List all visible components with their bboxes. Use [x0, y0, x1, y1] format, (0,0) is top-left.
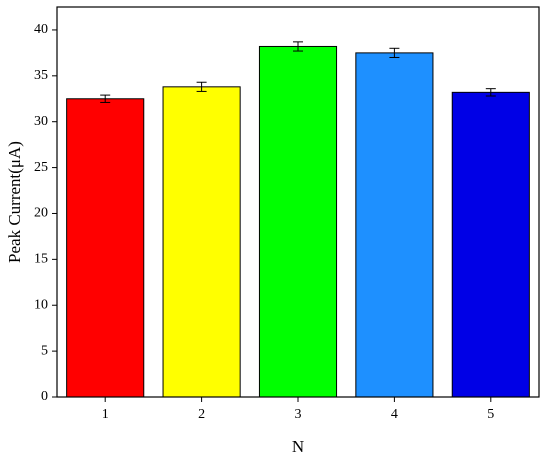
x-tick-label: 5: [487, 407, 494, 422]
bar: [66, 98, 145, 398]
bar: [451, 91, 530, 398]
bar: [355, 52, 434, 398]
y-axis-label: Peak Current(μA): [5, 141, 24, 263]
x-axis-label: N: [292, 437, 304, 456]
y-tick-label: 35: [34, 68, 48, 83]
y-tick-label: 20: [34, 206, 48, 221]
y-tick-label: 0: [41, 389, 48, 404]
plot-frame: [56, 6, 540, 398]
x-tick-label: 4: [391, 407, 398, 422]
y-tick-label: 40: [34, 22, 48, 37]
y-tick-label: 25: [34, 160, 48, 175]
bar: [162, 86, 241, 398]
y-tick-label: 5: [41, 343, 48, 358]
bar: [258, 45, 338, 398]
y-tick-label: 10: [34, 297, 48, 312]
x-tick-label: 3: [295, 407, 302, 422]
x-tick-label: 1: [102, 407, 109, 422]
x-tick-label: 2: [198, 407, 205, 422]
y-tick-label: 15: [34, 252, 48, 267]
y-tick-label: 30: [34, 114, 48, 129]
